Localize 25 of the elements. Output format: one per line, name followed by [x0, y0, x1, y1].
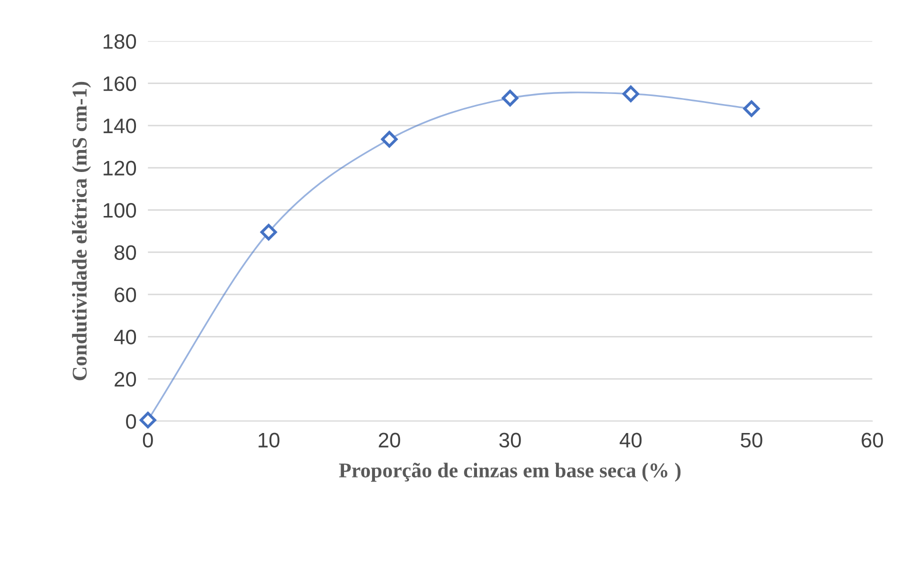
y-tick-label: 80: [114, 245, 136, 260]
point: [381, 131, 398, 148]
point: [743, 100, 760, 117]
y-tick-label: 120: [104, 160, 136, 176]
point: [260, 224, 277, 240]
y-axis-title: Condutividade elétrica (mS cm-1): [72, 82, 91, 380]
y-tick-label: 100: [104, 203, 136, 218]
y-tick-label: 60: [114, 287, 136, 302]
x-axis-title: Proporção de cinzas em base seca (% ): [339, 462, 681, 482]
y-tick-label: 20: [114, 372, 136, 387]
x-tick-label: 10: [258, 432, 280, 448]
y-tick-label: 160: [104, 76, 136, 92]
y-tick-label: 140: [104, 118, 136, 134]
x-tick-label: 40: [620, 432, 642, 448]
point: [140, 412, 156, 428]
x-tick-label: 60: [862, 432, 884, 448]
point: [622, 86, 640, 102]
x-tick-label: 50: [740, 432, 762, 448]
x-tick-label: 30: [499, 432, 521, 448]
x-tick-label: 0: [142, 432, 153, 448]
y-tick-label: 180: [104, 34, 136, 49]
y-tick-label: 0: [126, 414, 136, 429]
x-tick-label: 20: [378, 432, 400, 448]
y-tick-label: 40: [114, 330, 136, 344]
point: [502, 90, 518, 106]
